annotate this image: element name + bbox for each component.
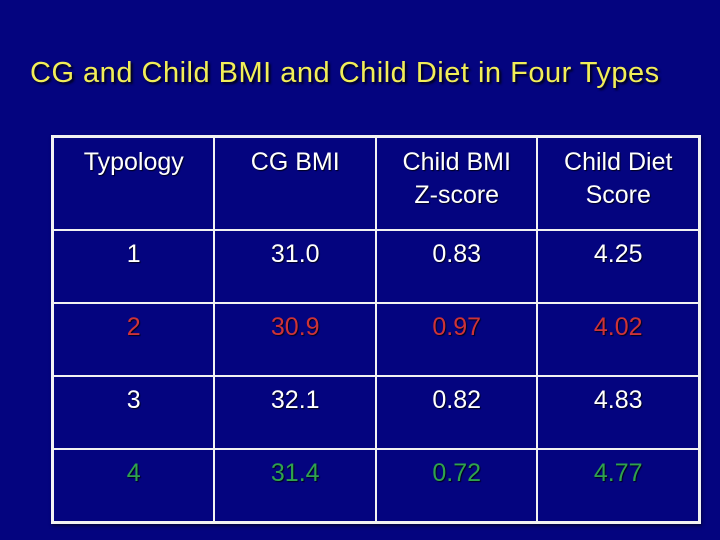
header-line-1: Child Diet (564, 148, 673, 176)
cell-bmi-zscore: 0.72 (374, 448, 539, 524)
header-cell-child-diet-score: Child Diet Score (536, 135, 701, 231)
table-row: 4 31.4 0.72 4.77 (51, 448, 701, 524)
table-row: 1 31.0 0.83 4.25 (51, 229, 701, 304)
table-body: 1 31.0 0.83 4.25 2 30.9 0.97 4.02 3 32.1… (51, 229, 701, 524)
header-cell-cg-bmi: CG BMI (213, 135, 377, 231)
table-header: Typology CG BMI Child BMI Z-score Child … (51, 135, 701, 231)
cell-typology: 4 (51, 448, 216, 524)
slide-title: CG and Child BMI and Child Diet in Four … (30, 57, 660, 89)
cell-diet-score: 4.83 (536, 375, 701, 450)
header-cell-typology: Typology (51, 135, 216, 231)
data-table-wrapper: Typology CG BMI Child BMI Z-score Child … (51, 135, 701, 524)
header-line-1: CG BMI (250, 148, 340, 176)
cell-typology: 1 (51, 229, 216, 304)
table-row: 3 32.1 0.82 4.83 (51, 375, 701, 450)
cell-bmi-zscore: 0.83 (374, 229, 539, 304)
header-line-1: Child BMI (402, 148, 511, 176)
cell-cg-bmi: 31.0 (213, 229, 377, 304)
cell-diet-score: 4.02 (536, 302, 701, 377)
header-cell-child-bmi-z-score: Child BMI Z-score (374, 135, 539, 231)
cell-cg-bmi: 32.1 (213, 375, 377, 450)
cell-bmi-zscore: 0.82 (374, 375, 539, 450)
table-header-row: Typology CG BMI Child BMI Z-score Child … (51, 135, 701, 231)
cell-bmi-zscore: 0.97 (374, 302, 539, 377)
cell-typology: 3 (51, 375, 216, 450)
header-line-2: Z-score (414, 181, 500, 209)
cell-diet-score: 4.77 (536, 448, 701, 524)
table-row: 2 30.9 0.97 4.02 (51, 302, 701, 377)
cell-cg-bmi: 30.9 (213, 302, 377, 377)
cell-diet-score: 4.25 (536, 229, 701, 304)
data-table: Typology CG BMI Child BMI Z-score Child … (51, 135, 701, 524)
cell-typology: 2 (51, 302, 216, 377)
cell-cg-bmi: 31.4 (213, 448, 377, 524)
header-line-2: Score (585, 181, 651, 209)
header-line-1: Typology (83, 148, 184, 176)
